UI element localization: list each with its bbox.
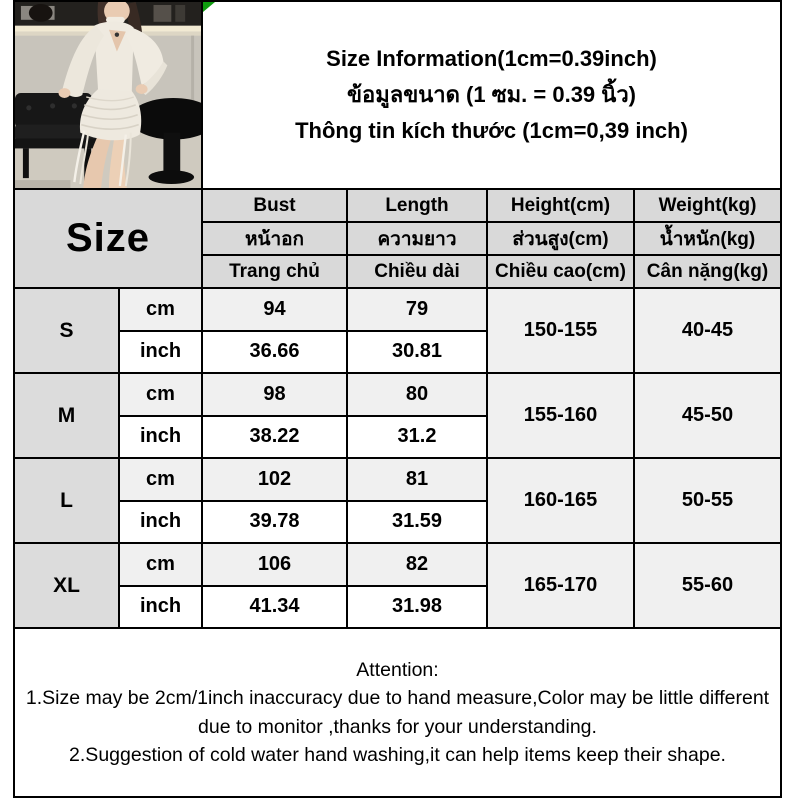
size-row-xl-cm: XL cm 106 82 165-170 55-60 [13,542,782,629]
size-row-xl-inch: inch 41.34 31.98 [14,584,781,629]
s-bust-cm: 94 [201,287,348,332]
product-photo-illustration [16,3,200,187]
m-bust-cm: 98 [201,372,348,417]
size-letter-l: L [13,457,120,544]
l-length-inch: 31.59 [346,499,488,544]
header-length-en: Length [346,188,488,223]
title-english: Size Information(1cm=0.39inch) [326,46,657,71]
size-letter-m: M [13,372,120,459]
size-row-m-inch: inch 38.22 31.2 [14,414,781,459]
s-weight-range: 40-45 [633,287,782,374]
header-length-th: ความยาว [346,221,488,256]
l-bust-inch: 39.78 [201,499,348,544]
attention-notes: Attention: 1.Size may be 2cm/1inch inacc… [13,627,782,798]
title-vietnamese: Thông tin kích thước (1cm=0,39 inch) [295,118,688,143]
attention-note-1: 1.Size may be 2cm/1inch inaccuracy due t… [25,687,770,738]
l-bust-cm: 102 [201,457,348,502]
product-photo [13,0,203,190]
header-weight-th: น้ำหนัก(kg) [633,221,782,256]
s-length-cm: 79 [346,287,488,332]
xl-bust-inch: 41.34 [201,584,348,629]
l-weight-range: 50-55 [633,457,782,544]
s-height-range: 150-155 [486,287,635,374]
s-length-inch: 30.81 [346,329,488,374]
size-row-l-inch: inch 39.78 31.59 [14,499,781,544]
header-bust-en: Bust [201,188,348,223]
header-bust-th: หน้าอก [201,221,348,256]
xl-weight-range: 55-60 [633,542,782,629]
xl-bust-cm: 106 [201,542,348,587]
size-row-s-inch: inch 36.66 30.81 [14,329,781,374]
attention-note-2: 2.Suggestion of cold water hand washing,… [69,743,726,766]
green-corner-marker-icon [204,3,215,12]
unit-inch: inch [118,329,203,374]
header-height-vi: Chiều cao(cm) [486,254,635,289]
title-thai: ข้อมูลขนาด (1 ซม. = 0.39 นิ้ว) [346,82,636,107]
unit-cm: cm [118,457,203,502]
header-height-th: ส่วนสูง(cm) [486,221,635,256]
m-height-range: 155-160 [486,372,635,459]
unit-inch: inch [118,414,203,459]
header-length-vi: Chiều dài [346,254,488,289]
size-column-header: Size [13,188,203,289]
m-bust-inch: 38.22 [201,414,348,459]
unit-cm: cm [118,372,203,417]
unit-inch: inch [118,499,203,544]
header-bust-vi: Trang chủ [201,254,348,289]
header-weight-en: Weight(kg) [633,188,782,223]
unit-inch: inch [118,584,203,629]
xl-height-range: 165-170 [486,542,635,629]
size-chart-sheet: Size Information(1cm=0.39inch) ข้อมูลขนา… [13,0,782,798]
size-letter-xl: XL [13,542,120,629]
xl-length-inch: 31.98 [346,584,488,629]
l-height-range: 160-165 [486,457,635,544]
unit-cm: cm [118,287,203,332]
unit-cm: cm [118,542,203,587]
size-chart-table: Size Information(1cm=0.39inch) ข้อมูลขนา… [13,0,782,798]
size-letter-s: S [13,287,120,374]
size-row-s-cm: S cm 94 79 150-155 40-45 [13,287,782,374]
s-bust-inch: 36.66 [201,329,348,374]
header-height-en: Height(cm) [486,188,635,223]
size-row-m-cm: M cm 98 80 155-160 45-50 [13,372,782,459]
l-length-cm: 81 [346,457,488,502]
header-weight-vi: Cân nặng(kg) [633,254,782,289]
xl-length-cm: 82 [346,542,488,587]
attention-heading: Attention: [356,658,439,681]
size-row-l-cm: L cm 102 81 160-165 50-55 [13,457,782,544]
m-length-inch: 31.2 [346,414,488,459]
size-info-title-block: Size Information(1cm=0.39inch) ข้อมูลขนา… [201,0,782,190]
m-length-cm: 80 [346,372,488,417]
m-weight-range: 45-50 [633,372,782,459]
